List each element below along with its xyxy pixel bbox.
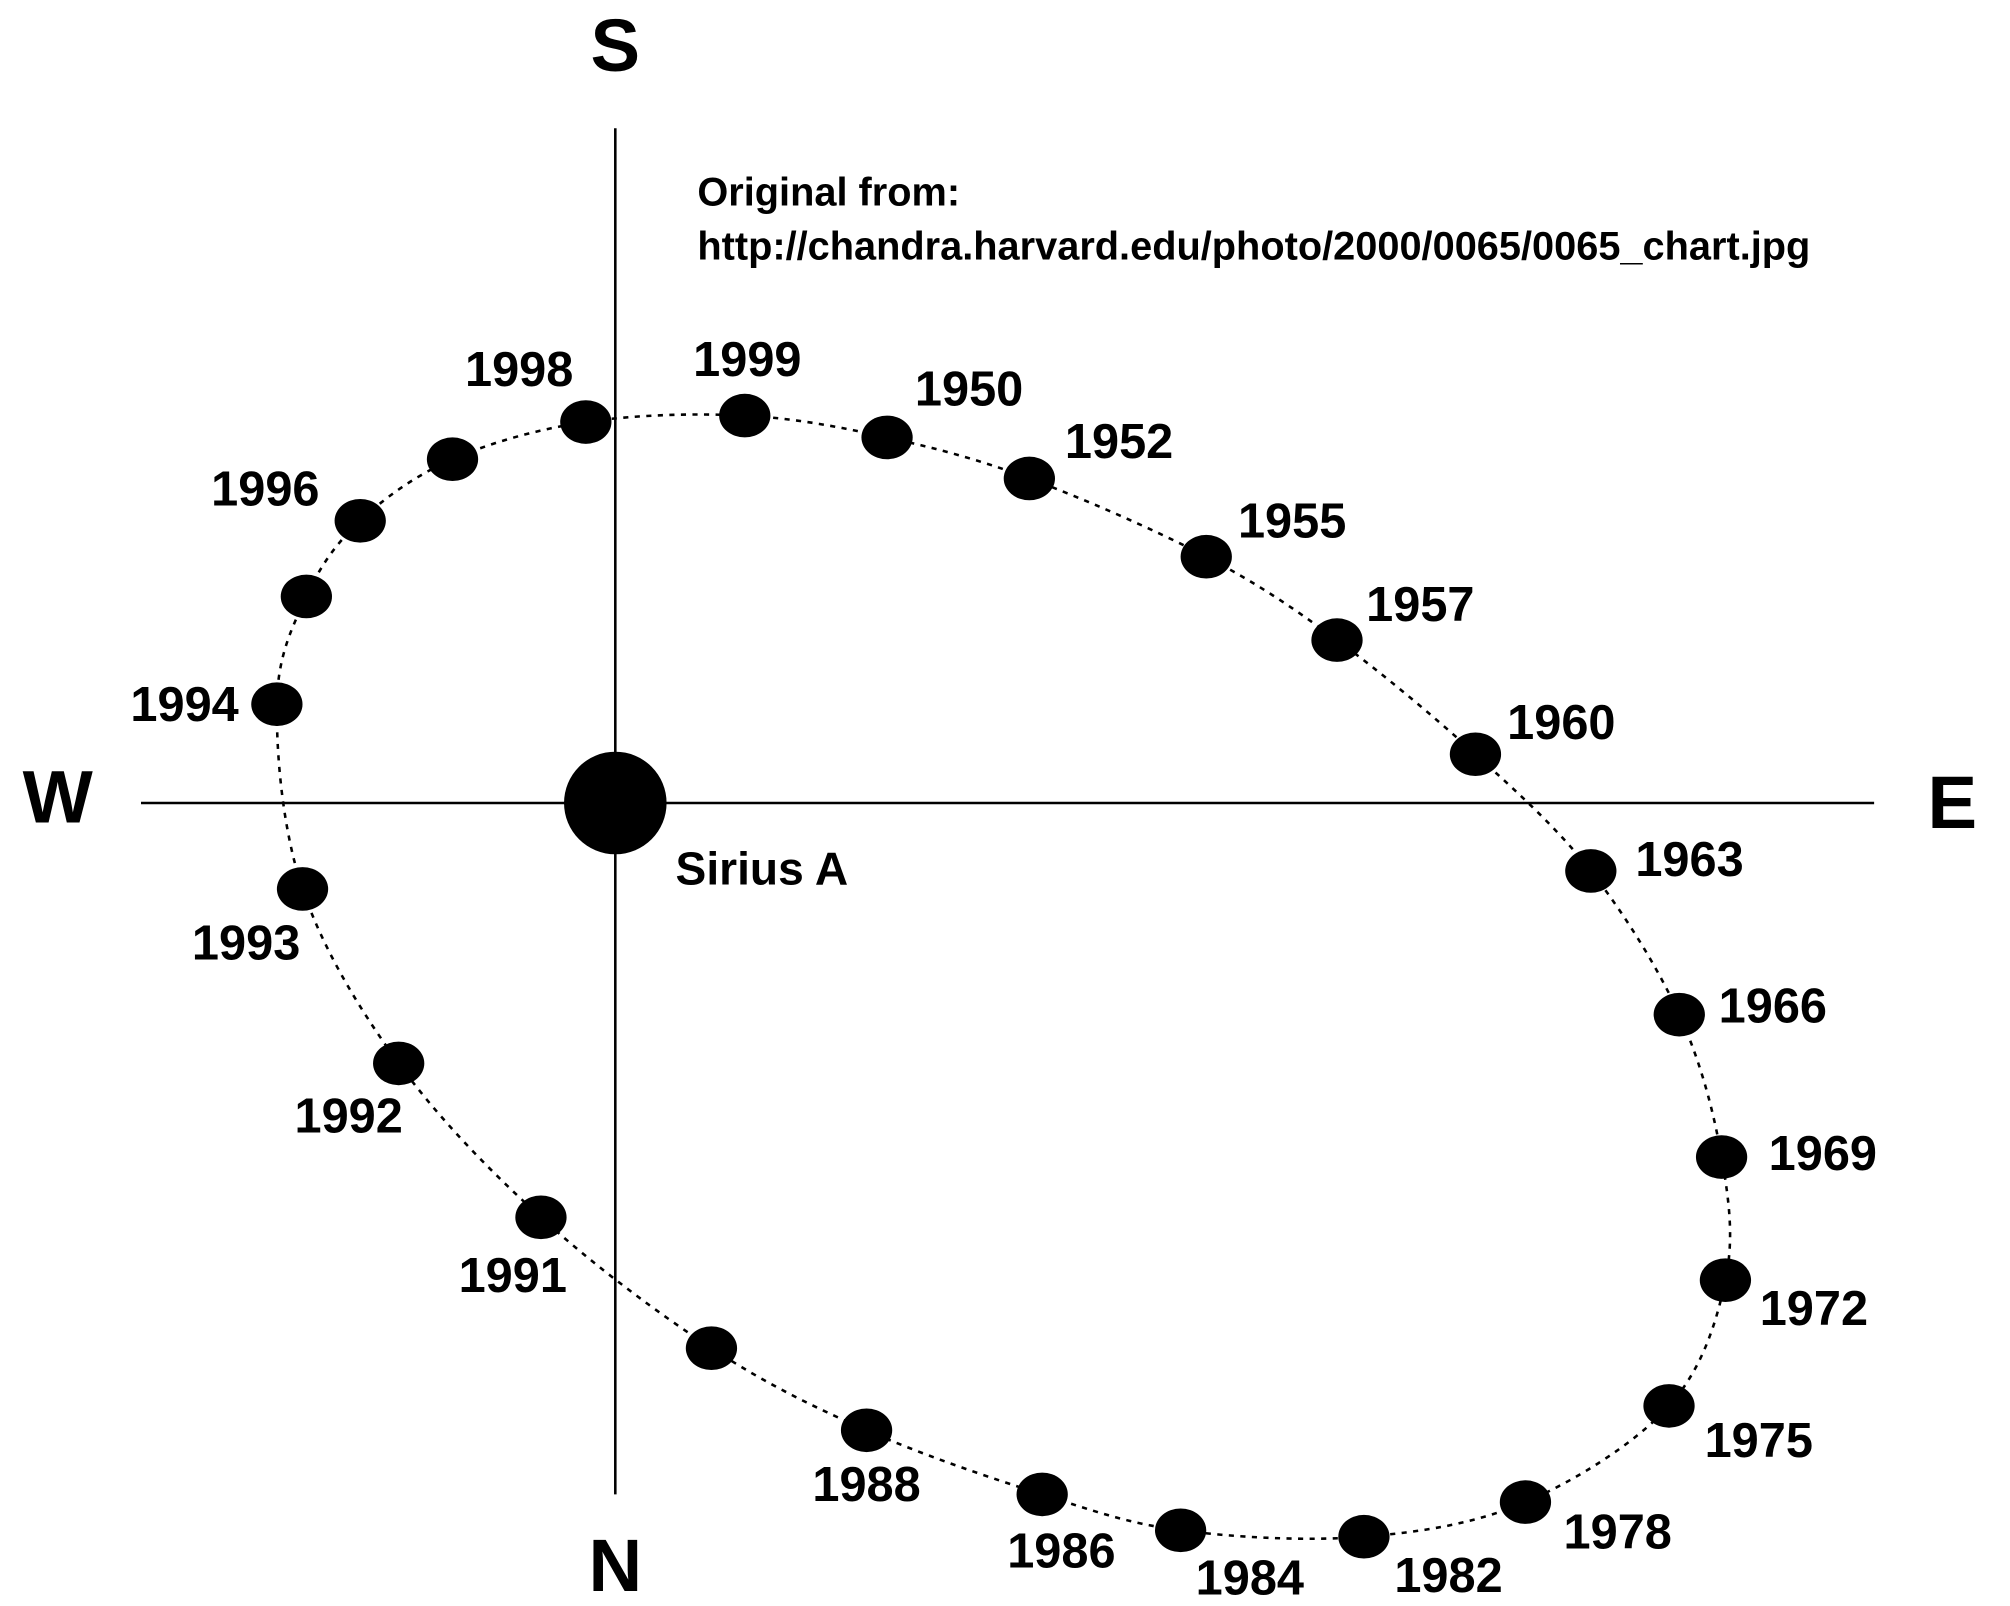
year-label: 1991 bbox=[459, 1249, 567, 1303]
year-label: 1978 bbox=[1564, 1505, 1672, 1559]
orbit-dot bbox=[1016, 1472, 1068, 1517]
compass-south: S bbox=[591, 4, 641, 87]
year-label: 1963 bbox=[1635, 833, 1743, 887]
orbit-dot bbox=[1338, 1514, 1390, 1559]
orbit-dot bbox=[1653, 992, 1705, 1037]
orbit-dot bbox=[1449, 732, 1502, 777]
star-label: Sirius A bbox=[676, 842, 849, 894]
year-label: 1955 bbox=[1238, 495, 1346, 549]
orbit-dot bbox=[1154, 1508, 1207, 1553]
orbit-dot bbox=[280, 574, 333, 619]
orbit-dot bbox=[1699, 1258, 1752, 1302]
year-label: 1993 bbox=[192, 917, 300, 971]
year-label: 1982 bbox=[1394, 1549, 1502, 1603]
orbit-dot bbox=[334, 498, 386, 543]
orbit-dot bbox=[1565, 849, 1617, 893]
compass-north: N bbox=[588, 1524, 642, 1606]
orbit-dot bbox=[1311, 618, 1363, 662]
orbit-dot bbox=[1499, 1480, 1552, 1524]
year-label: 1950 bbox=[915, 362, 1023, 416]
source-url: http://chandra.harvard.edu/photo/2000/00… bbox=[697, 224, 1810, 268]
year-label: 1996 bbox=[211, 462, 319, 516]
orbit-dot bbox=[560, 400, 612, 444]
year-label: 1960 bbox=[1507, 696, 1615, 750]
orbit-dot bbox=[840, 1408, 893, 1453]
orbit-dot bbox=[861, 415, 913, 460]
year-label: 1952 bbox=[1065, 415, 1173, 469]
orbit-dot bbox=[515, 1195, 567, 1240]
year-label: 1984 bbox=[1196, 1551, 1304, 1605]
year-label: 1994 bbox=[130, 678, 238, 732]
year-label: 1992 bbox=[294, 1090, 402, 1144]
year-label: 1988 bbox=[812, 1458, 920, 1512]
year-label: 1975 bbox=[1705, 1414, 1813, 1468]
year-label: 1969 bbox=[1769, 1127, 1877, 1181]
compass-west: W bbox=[23, 756, 94, 839]
orbit-dot bbox=[1003, 456, 1055, 501]
orbit-path bbox=[275, 413, 1732, 1541]
orbit-dot bbox=[685, 1326, 738, 1370]
orbit: 1998 1996 1994 1993 1992 1991 1988 1986 1984 1982… bbox=[130, 333, 1877, 1606]
year-label: 1966 bbox=[1719, 979, 1827, 1033]
year-label: 1972 bbox=[1760, 1282, 1868, 1336]
orbit-dot bbox=[1180, 534, 1232, 579]
compass-east: E bbox=[1928, 761, 1978, 844]
year-label: 1957 bbox=[1366, 578, 1474, 632]
source-note: Original from: bbox=[697, 170, 960, 214]
orbit-dot bbox=[1695, 1135, 1748, 1179]
orbit-dot bbox=[426, 437, 479, 482]
orbit-dot bbox=[1643, 1384, 1695, 1428]
year-label: 1998 bbox=[465, 343, 573, 397]
orbit-dot bbox=[373, 1041, 425, 1086]
orbit-dot bbox=[719, 393, 771, 438]
orbit-dot bbox=[276, 867, 329, 911]
orbit-dot bbox=[251, 682, 303, 727]
year-label: 1999 bbox=[693, 333, 801, 387]
sirius-a bbox=[564, 751, 667, 855]
year-label: 1986 bbox=[1007, 1525, 1115, 1579]
